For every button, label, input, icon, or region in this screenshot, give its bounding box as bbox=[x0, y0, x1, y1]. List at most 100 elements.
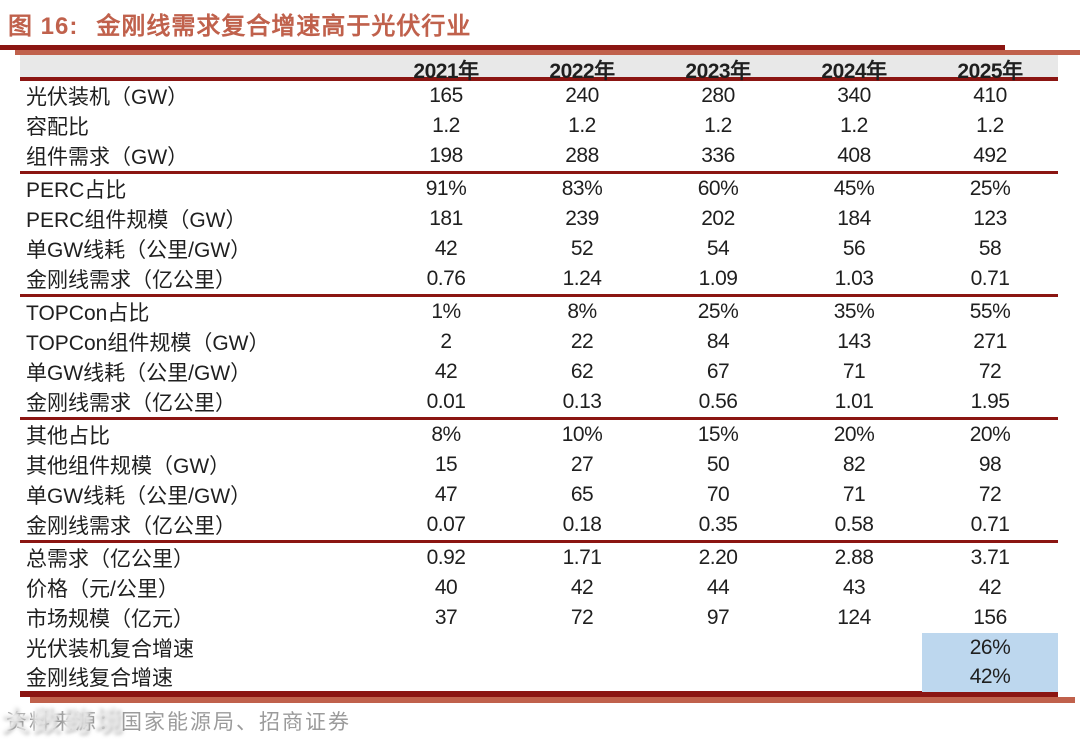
year-header-2023: 2023年 bbox=[685, 60, 751, 83]
table-row: 光伏装机（GW） 165 240 280 340 410 bbox=[20, 81, 1058, 111]
year-header-2021: 2021年 bbox=[413, 60, 479, 83]
row-label: 单GW线耗（公里/GW） bbox=[26, 362, 252, 385]
cell-value: 27 bbox=[570, 453, 594, 476]
source-line: 资料来源：国家能源局、招商证券 大数跨境 bbox=[2, 706, 1080, 738]
row-label: 光伏装机（GW） bbox=[26, 86, 189, 109]
cell-value: 15% bbox=[697, 423, 739, 446]
cell-value: 202 bbox=[701, 207, 735, 230]
row-label: 单GW线耗（公里/GW） bbox=[26, 485, 252, 508]
cell-value: 0.01 bbox=[426, 390, 466, 413]
cell-value: 1.03 bbox=[834, 267, 874, 290]
row-label: 金刚线需求（亿公里） bbox=[26, 269, 236, 292]
table-body: 光伏装机（GW） 165 240 280 340 410 容配比 1.2 1.2 1.2 1.2 1.… bbox=[20, 81, 1058, 633]
table-row: 组件需求（GW） 198 288 336 408 492 bbox=[20, 141, 1058, 171]
cell-value: 239 bbox=[565, 207, 599, 230]
table-section: TOPCon占比 1% 8% 25% 35% 55% TOPCon组件规模（GW） 2 22 84… bbox=[20, 297, 1058, 420]
source-text: 资料来源：国家能源局、招商证券 bbox=[6, 710, 351, 734]
row-label: 其他组件规模（GW） bbox=[26, 455, 231, 478]
cell-value: 40 bbox=[434, 576, 458, 599]
row-label: TOPCon占比 bbox=[26, 302, 150, 325]
growth-value-highlighted: 42% bbox=[922, 662, 1058, 692]
cell-value: 240 bbox=[565, 84, 599, 107]
growth-row-label: 金刚线复合增速 bbox=[26, 667, 173, 690]
cell-value: 0.71 bbox=[970, 513, 1010, 536]
cell-value: 1% bbox=[431, 300, 461, 323]
table-row: 容配比 1.2 1.2 1.2 1.2 1.2 bbox=[20, 111, 1058, 141]
row-label: 其他占比 bbox=[26, 425, 110, 448]
cell-value: 124 bbox=[837, 606, 871, 629]
cell-value: 2.20 bbox=[698, 546, 738, 569]
growth-row: 金刚线复合增速 42% bbox=[20, 662, 1058, 692]
cell-value: 15 bbox=[434, 453, 458, 476]
cell-value: 0.07 bbox=[426, 513, 466, 536]
table-row: 其他占比 8% 10% 15% 20% 20% bbox=[20, 420, 1058, 450]
table-row: 市场规模（亿元） 37 72 97 124 156 bbox=[20, 603, 1058, 633]
year-header-2024: 2024年 bbox=[821, 60, 887, 83]
row-label: 市场规模（亿元） bbox=[26, 608, 194, 631]
table-row: TOPCon组件规模（GW） 2 22 84 143 271 bbox=[20, 327, 1058, 357]
cell-value: 52 bbox=[570, 237, 594, 260]
cell-value: 165 bbox=[429, 84, 463, 107]
table-row: 其他组件规模（GW） 15 27 50 82 98 bbox=[20, 450, 1058, 480]
cell-value: 2.88 bbox=[834, 546, 874, 569]
growth-value-highlighted: 26% bbox=[922, 633, 1058, 663]
bottom-rule-shadow bbox=[30, 697, 1075, 703]
row-label: 容配比 bbox=[26, 116, 89, 139]
cell-value: 47 bbox=[434, 483, 458, 506]
cell-value: 60% bbox=[697, 177, 739, 200]
cell-value: 72 bbox=[570, 606, 594, 629]
cell-value: 0.76 bbox=[426, 267, 466, 290]
cell-value: 42 bbox=[978, 576, 1002, 599]
cell-value: 181 bbox=[429, 207, 463, 230]
caption-rule-shadow bbox=[15, 50, 1080, 55]
cell-value: 280 bbox=[701, 84, 735, 107]
cell-value: 1.2 bbox=[432, 114, 460, 137]
table-row: PERC占比 91% 83% 60% 45% 25% bbox=[20, 174, 1058, 204]
row-label: 组件需求（GW） bbox=[26, 146, 189, 169]
cell-value: 3.71 bbox=[970, 546, 1010, 569]
cell-value: 0.35 bbox=[698, 513, 738, 536]
cell-value: 1.2 bbox=[976, 114, 1004, 137]
cell-value: 82 bbox=[842, 453, 866, 476]
cell-value: 70 bbox=[706, 483, 730, 506]
table-section: 其他占比 8% 10% 15% 20% 20% 其他组件规模（GW） 15 27 50 82 98 单G… bbox=[20, 420, 1058, 543]
cell-value: 184 bbox=[837, 207, 871, 230]
cell-value: 42 bbox=[434, 360, 458, 383]
cell-value: 288 bbox=[565, 144, 599, 167]
figure-title: 金刚线需求复合增速高于光伏行业 bbox=[96, 13, 472, 40]
cell-value: 8% bbox=[567, 300, 597, 323]
year-header-2022: 2022年 bbox=[549, 60, 615, 83]
growth-row: 光伏装机复合增速 26% bbox=[20, 633, 1058, 663]
cell-value: 1.09 bbox=[698, 267, 738, 290]
cell-value: 65 bbox=[570, 483, 594, 506]
table-row: 价格（元/公里） 40 42 44 43 42 bbox=[20, 573, 1058, 603]
table-row: 单GW线耗（公里/GW） 42 62 67 71 72 bbox=[20, 357, 1058, 387]
figure-caption: 图 16: 金刚线需求复合增速高于光伏行业 bbox=[0, 0, 1080, 45]
cell-value: 1.2 bbox=[840, 114, 868, 137]
table-row: PERC组件规模（GW） 181 239 202 184 123 bbox=[20, 204, 1058, 234]
cell-value: 0.56 bbox=[698, 390, 738, 413]
cell-value: 0.13 bbox=[562, 390, 602, 413]
cell-value: 44 bbox=[706, 576, 730, 599]
cell-value: 156 bbox=[973, 606, 1007, 629]
row-label: PERC组件规模（GW） bbox=[26, 209, 247, 232]
data-table: 2021年 2022年 2023年 2024年 2025年 光伏装机（GW） 16… bbox=[20, 55, 1058, 692]
table-row: 金刚线需求（亿公里） 0.07 0.18 0.35 0.58 0.71 bbox=[20, 510, 1058, 540]
caption-rule-dark bbox=[0, 45, 1005, 50]
cell-value: 198 bbox=[429, 144, 463, 167]
cell-value: 25% bbox=[969, 177, 1011, 200]
cell-value: 2 bbox=[440, 330, 452, 353]
cell-value: 56 bbox=[842, 237, 866, 260]
table-row: 单GW线耗（公里/GW） 47 65 70 71 72 bbox=[20, 480, 1058, 510]
table-section: PERC占比 91% 83% 60% 45% 25% PERC组件规模（GW） 181 239 2… bbox=[20, 174, 1058, 297]
table-section: 光伏装机（GW） 165 240 280 340 410 容配比 1.2 1.2 1.2 1.2 1.… bbox=[20, 81, 1058, 174]
cell-value: 0.92 bbox=[426, 546, 466, 569]
table-section: 总需求（亿公里） 0.92 1.71 2.20 2.88 3.71 价格（元/公里） 40 42… bbox=[20, 543, 1058, 633]
cell-value: 72 bbox=[978, 483, 1002, 506]
cell-value: 1.95 bbox=[970, 390, 1010, 413]
cell-value: 58 bbox=[978, 237, 1002, 260]
cell-value: 20% bbox=[969, 423, 1011, 446]
table-row: TOPCon占比 1% 8% 25% 35% 55% bbox=[20, 297, 1058, 327]
table-row: 金刚线需求（亿公里） 0.76 1.24 1.09 1.03 0.71 bbox=[20, 264, 1058, 294]
cell-value: 271 bbox=[973, 330, 1007, 353]
